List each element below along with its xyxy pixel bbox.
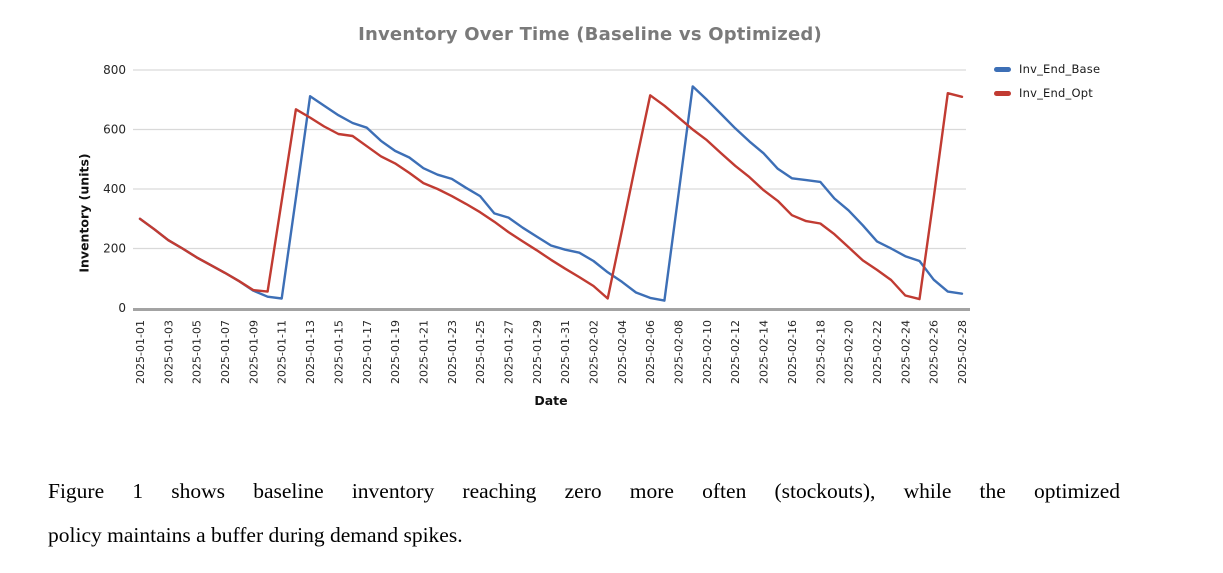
svg-text:2025-01-19: 2025-01-19: [389, 320, 402, 384]
figure-caption: Figure 1 shows baseline inventory reachi…: [48, 469, 1120, 557]
legend-marker-base-icon: [994, 66, 1011, 72]
svg-text:2025-02-22: 2025-02-22: [871, 320, 884, 384]
series-lines: [138, 85, 964, 302]
svg-text:2025-02-24: 2025-02-24: [899, 320, 912, 384]
svg-text:2025-01-17: 2025-01-17: [361, 320, 374, 384]
svg-text:2025-01-21: 2025-01-21: [417, 320, 430, 384]
x-axis-title: Date: [534, 393, 568, 408]
svg-text:400: 400: [103, 182, 126, 196]
caption-line-1: Figure 1 shows baseline inventory reachi…: [48, 479, 1120, 503]
svg-text:2025-01-31: 2025-01-31: [559, 320, 572, 384]
svg-text:2025-01-03: 2025-01-03: [162, 320, 175, 384]
svg-text:2025-01-13: 2025-01-13: [304, 320, 317, 384]
svg-text:2025-02-02: 2025-02-02: [588, 320, 601, 384]
svg-text:2025-02-26: 2025-02-26: [928, 320, 941, 384]
svg-text:2025-02-20: 2025-02-20: [843, 320, 856, 384]
legend-label-base: Inv_End_Base: [1019, 62, 1101, 76]
svg-text:2025-01-11: 2025-01-11: [276, 320, 289, 384]
legend: Inv_End_Base Inv_End_Opt: [994, 61, 1100, 109]
svg-text:2025-01-25: 2025-01-25: [474, 320, 487, 384]
svg-text:2025-02-10: 2025-02-10: [701, 320, 714, 384]
svg-text:2025-02-04: 2025-02-04: [616, 320, 629, 384]
svg-text:2025-02-16: 2025-02-16: [786, 320, 799, 384]
legend-label-opt: Inv_End_Opt: [1019, 86, 1093, 100]
svg-text:2025-01-07: 2025-01-07: [219, 320, 232, 384]
svg-text:2025-01-09: 2025-01-09: [247, 320, 260, 384]
svg-text:2025-01-29: 2025-01-29: [531, 320, 544, 384]
svg-text:800: 800: [103, 63, 126, 77]
svg-text:2025-02-06: 2025-02-06: [644, 320, 657, 384]
legend-item-opt: Inv_End_Opt: [994, 85, 1100, 101]
svg-text:2025-01-15: 2025-01-15: [332, 320, 345, 384]
svg-text:2025-02-12: 2025-02-12: [729, 320, 742, 384]
svg-text:2025-01-05: 2025-01-05: [191, 320, 204, 384]
svg-text:2025-02-28: 2025-02-28: [956, 320, 969, 384]
caption-line-2: policy maintains a buffer during demand …: [48, 523, 463, 547]
svg-text:2025-01-01: 2025-01-01: [134, 320, 147, 384]
x-tick-labels: 2025-01-01 2025-01-03 2025-01-05 2025-01-07…: [134, 320, 969, 384]
svg-text:0: 0: [118, 301, 126, 315]
svg-text:2025-01-27: 2025-01-27: [502, 320, 515, 384]
svg-text:2025-02-18: 2025-02-18: [814, 320, 827, 384]
svg-text:200: 200: [103, 242, 126, 256]
svg-text:2025-02-08: 2025-02-08: [673, 320, 686, 384]
gridlines: [133, 69, 966, 250]
svg-text:600: 600: [103, 123, 126, 137]
svg-text:2025-02-14: 2025-02-14: [758, 320, 771, 384]
y-axis-title: Inventory (units): [76, 153, 92, 273]
chart-title: Inventory Over Time (Baseline vs Optimiz…: [358, 24, 822, 45]
legend-item-base: Inv_End_Base: [994, 61, 1100, 77]
svg-text:2025-01-23: 2025-01-23: [446, 320, 459, 384]
y-tick-labels: 0 200 400 600 800: [103, 63, 126, 315]
legend-marker-opt-icon: [994, 90, 1011, 96]
